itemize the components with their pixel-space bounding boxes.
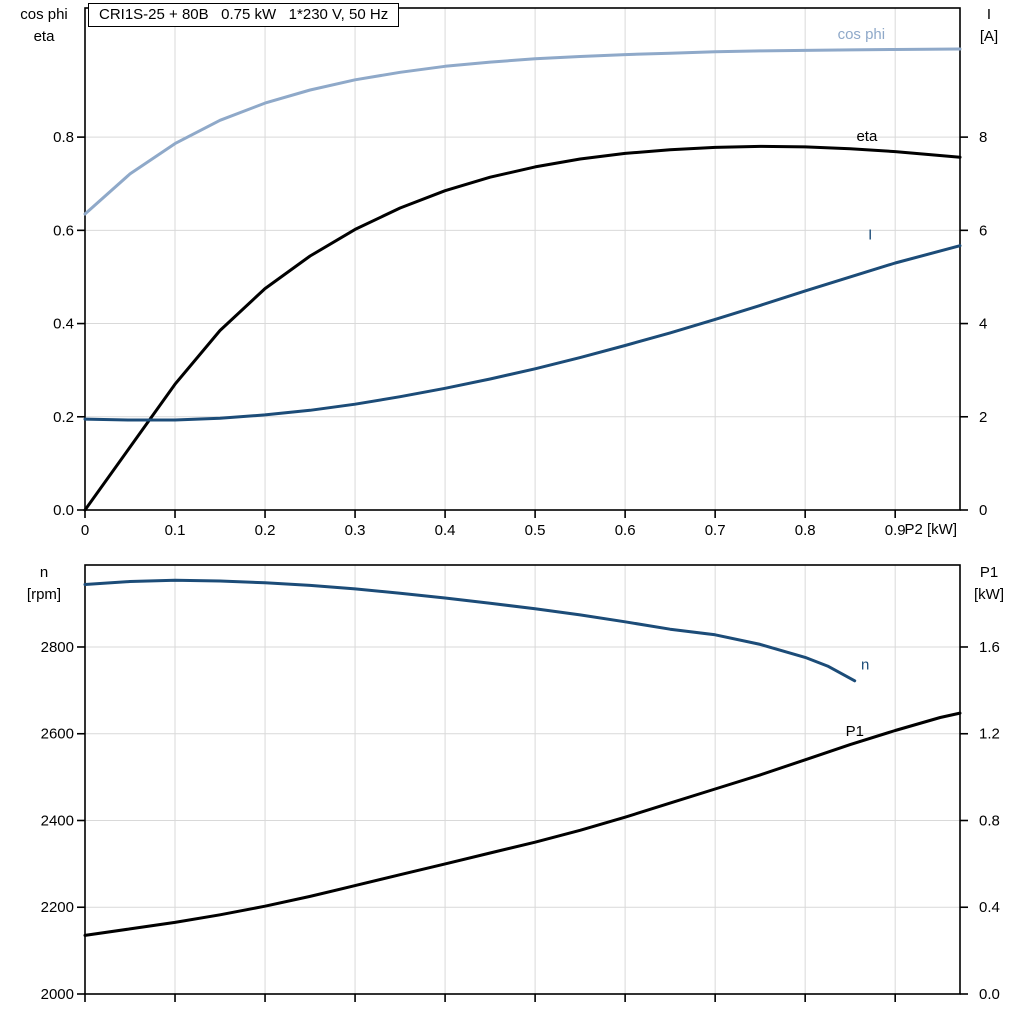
current-unit-label: [A]	[979, 28, 999, 45]
cos-phi-axis-label: cos phi	[20, 6, 68, 23]
series-label-I: I	[868, 227, 872, 244]
x-tick-label: 0.2	[255, 522, 276, 539]
left-tick-label: 0.4	[53, 316, 74, 333]
eta-axis-label: eta	[33, 28, 55, 45]
p1-unit-label: [kW]	[974, 586, 1004, 603]
right-tick-label: 0	[979, 502, 987, 519]
right-tick-label: 6	[979, 222, 987, 239]
left-tick-label: 2000	[41, 986, 74, 1003]
series-curve-cos-phi	[83, 47, 962, 216]
left-tick-label: 2400	[41, 812, 74, 829]
left-tick-label: 0.8	[53, 129, 74, 146]
x-tick-label: 0.4	[435, 522, 456, 539]
left-tick-label: 2200	[41, 899, 74, 916]
x-tick-label: 0.5	[525, 522, 546, 539]
p1-axis-label: P1	[979, 564, 999, 581]
bottom-right-axis-title: P1 [kW]	[956, 562, 1022, 606]
series-label-cos-phi: cos phi	[838, 26, 886, 43]
top-right-axis-title: I [A]	[958, 4, 1020, 48]
right-tick-label: 8	[979, 129, 987, 146]
x-tick-label: 0.9	[885, 522, 906, 539]
series-label-eta: eta	[856, 128, 878, 145]
current-axis-label: I	[986, 6, 992, 23]
right-tick-label: 1.6	[979, 639, 1000, 656]
series-curve-n	[83, 578, 857, 683]
series-label-n: n	[861, 657, 869, 674]
speed-axis-label: n	[39, 564, 49, 581]
right-tick-label: 2	[979, 409, 987, 426]
bottom-left-axis-title: n [rpm]	[6, 562, 82, 606]
left-tick-label: 0.6	[53, 222, 74, 239]
x-tick-label: 0.6	[615, 522, 636, 539]
series-curve-P1	[83, 711, 962, 937]
left-tick-label: 0.2	[53, 409, 74, 426]
right-tick-label: 0.8	[979, 812, 1000, 829]
x-axis-title: P2 [kW]	[904, 521, 957, 538]
right-tick-label: 0.0	[979, 986, 1000, 1003]
x-tick-label: 0	[81, 522, 89, 539]
x-tick-label: 0.1	[165, 522, 186, 539]
chart-title-box: CRI1S-25 + 80B 0.75 kW 1*230 V, 50 Hz	[88, 3, 400, 27]
left-tick-label: 2600	[41, 726, 74, 743]
x-tick-label: 0.8	[795, 522, 816, 539]
series-curve-I	[83, 244, 962, 422]
x-tick-label: 0.7	[705, 522, 726, 539]
right-tick-label: 0.4	[979, 899, 1000, 916]
plot-frame	[84, 7, 961, 511]
speed-unit-label: [rpm]	[26, 586, 62, 603]
right-tick-label: 4	[979, 316, 987, 333]
x-tick-label: 0.3	[345, 522, 366, 539]
plot-frame	[84, 564, 961, 995]
top-left-axis-title: cos phi eta	[6, 4, 82, 48]
series-curve-eta	[83, 144, 962, 512]
series-label-P1: P1	[846, 723, 864, 740]
right-tick-label: 1.2	[979, 726, 1000, 743]
left-tick-label: 0.0	[53, 502, 74, 519]
left-tick-label: 2800	[41, 639, 74, 656]
